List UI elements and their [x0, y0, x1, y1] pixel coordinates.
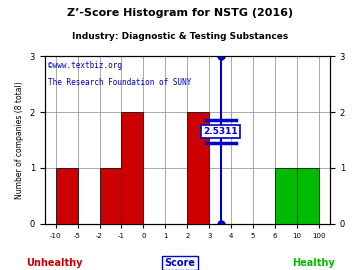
Bar [99, 168, 121, 224]
Text: Industry: Diagnostic & Testing Substances: Industry: Diagnostic & Testing Substance… [72, 32, 288, 41]
Bar [275, 168, 297, 224]
Text: Score: Score [165, 258, 195, 268]
Bar [56, 168, 77, 224]
Text: The Research Foundation of SUNY: The Research Foundation of SUNY [48, 78, 191, 87]
Text: Unhealthy: Unhealthy [26, 258, 82, 268]
Text: ©www.textbiz.org: ©www.textbiz.org [48, 61, 122, 70]
Text: 2.5311: 2.5311 [203, 127, 238, 136]
Bar [121, 112, 143, 224]
Bar [187, 112, 209, 224]
Y-axis label: Number of companies (8 total): Number of companies (8 total) [15, 81, 24, 199]
Text: Healthy: Healthy [292, 258, 334, 268]
Text: Z’-Score Histogram for NSTG (2016): Z’-Score Histogram for NSTG (2016) [67, 8, 293, 18]
Bar [297, 168, 319, 224]
